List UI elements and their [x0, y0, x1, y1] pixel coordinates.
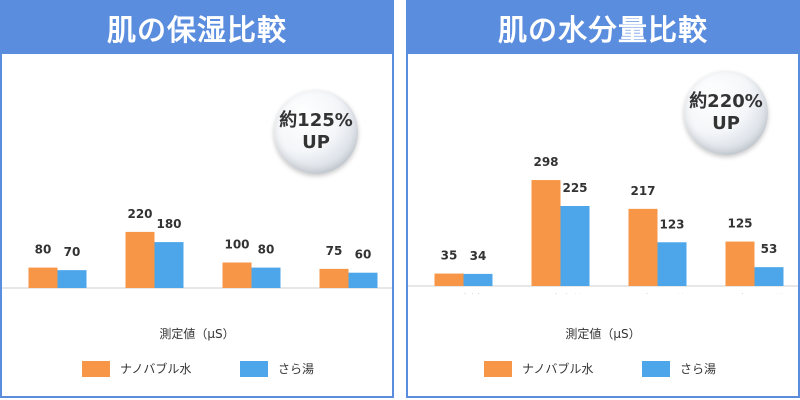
- bar-plain-water-4: [754, 267, 784, 286]
- legend-item-plain-water: さら湯: [642, 360, 716, 377]
- bar-plain-water-1: [463, 273, 493, 286]
- badge-up: UP: [302, 132, 330, 153]
- bar-nanobubble-2: [125, 231, 155, 288]
- bar-plain-water-3: [657, 242, 687, 286]
- bar-plain-water-1: [57, 270, 87, 288]
- legend-label: ナノバブル水: [120, 362, 192, 376]
- bar-plain-water-3: [251, 267, 281, 288]
- chart-panel-moisture: 肌の保湿比較 8070浸漬前220180浸漬直後10080浸漬５分後7560浸漬…: [0, 0, 394, 398]
- data-label: 180: [156, 217, 181, 231]
- bar-nanobubble-1: [28, 267, 58, 288]
- chart-panel-water-content: 肌の水分量比較 35 34 浸漬前 298 225 浸漬直後 217 123 浸漬５分後 125 5…: [406, 0, 800, 398]
- bar-nanobubble-4: [725, 241, 755, 286]
- data-label: 80: [35, 243, 52, 257]
- data-label: 34: [470, 249, 487, 263]
- legend-item-nanobubble: ナノバブル水: [82, 360, 191, 377]
- category-label: 浸漬５分後: [627, 292, 687, 294]
- data-label: 60: [355, 248, 372, 262]
- data-label: 75: [326, 244, 343, 258]
- x-axis-title: 測定値（µS）: [565, 327, 641, 341]
- legend-label: さら湯: [278, 362, 315, 376]
- bar-chart-moisture: 8070浸漬前220180浸漬直後10080浸漬５分後7560浸漬10分後: [2, 207, 392, 289]
- bar-chart-water-content: 35 34 浸漬前 298 225 浸漬直後 217 123 浸漬５分後 125 53 浸漬10分後: [408, 155, 798, 294]
- data-label: 123: [659, 217, 684, 231]
- data-label: 53: [761, 242, 778, 256]
- panel-title: 肌の水分量比較: [408, 2, 798, 54]
- category-label: 浸漬10分後: [723, 292, 786, 294]
- data-label: 35: [441, 249, 458, 263]
- data-label: 298: [533, 155, 558, 169]
- bar-nanobubble-4: [319, 268, 349, 288]
- badge-percent: 約125%: [279, 110, 353, 131]
- legend-swatch-blue: [642, 360, 670, 377]
- bar-plain-water-2: [560, 206, 590, 286]
- legend-swatch-orange: [82, 360, 110, 377]
- category-label: 浸漬前: [445, 292, 481, 294]
- legend-item-plain-water: さら湯: [240, 360, 314, 377]
- bar-plain-water-2: [154, 242, 184, 288]
- category-label: 浸漬直後: [536, 292, 584, 294]
- panel-title: 肌の保湿比較: [2, 2, 392, 54]
- data-label: 217: [630, 184, 655, 198]
- bar-nanobubble-1: [434, 273, 464, 286]
- badge-up: UP: [712, 113, 740, 134]
- legend-label: さら湯: [680, 362, 717, 376]
- increase-badge: 約220% UP: [684, 71, 768, 155]
- data-label: 80: [258, 243, 275, 257]
- legend-swatch-orange: [484, 360, 512, 377]
- data-label: 100: [224, 238, 249, 252]
- data-label: 70: [64, 245, 81, 259]
- legend-swatch-blue: [240, 360, 268, 377]
- bar-nanobubble-2: [531, 180, 561, 286]
- bar-nanobubble-3: [628, 208, 658, 286]
- increase-badge: 約125% UP: [274, 90, 358, 174]
- bar-plain-water-4: [348, 272, 378, 288]
- data-label: 125: [727, 217, 752, 231]
- bar-nanobubble-3: [222, 262, 252, 288]
- badge-percent: 約220%: [689, 91, 763, 112]
- data-label: 220: [127, 207, 152, 221]
- data-label: 225: [562, 181, 587, 195]
- legend-item-nanobubble: ナノバブル水: [484, 360, 593, 377]
- legend-label: ナノバブル水: [522, 362, 594, 376]
- x-axis-title: 測定値（µS）: [159, 327, 235, 341]
